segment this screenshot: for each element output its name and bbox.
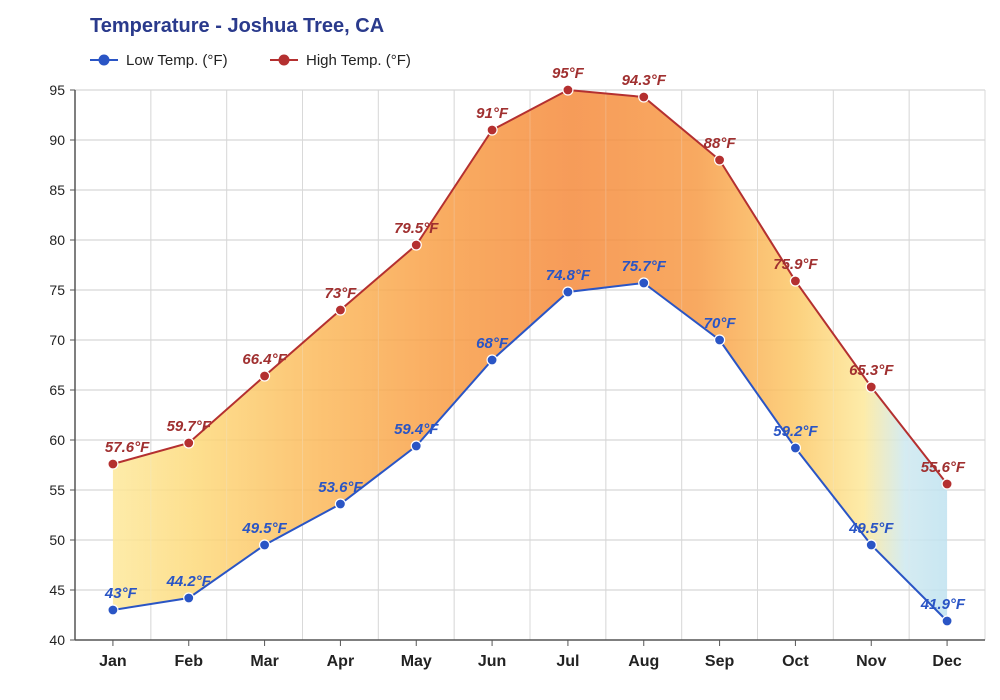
high-value-label: 75.9°F [773, 256, 818, 273]
low-marker [184, 593, 194, 603]
high-marker [866, 382, 876, 392]
x-tick-label: Sep [705, 653, 735, 670]
low-marker [715, 335, 725, 345]
legend-label-low: Low Temp. (°F) [126, 52, 228, 69]
high-value-label: 73°F [324, 285, 357, 302]
low-marker [487, 355, 497, 365]
y-tick-label: 40 [49, 632, 65, 648]
y-tick-label: 90 [49, 132, 65, 148]
y-tick-label: 65 [49, 382, 65, 398]
high-marker [563, 85, 573, 95]
x-tick-label: May [401, 653, 432, 670]
low-marker [108, 605, 118, 615]
high-marker [335, 305, 345, 315]
high-value-label: 57.6°F [105, 439, 150, 456]
y-tick-label: 85 [49, 182, 65, 198]
y-tick-label: 55 [49, 482, 65, 498]
low-marker [260, 540, 270, 550]
low-marker [411, 441, 421, 451]
x-tick-label: Oct [782, 653, 809, 670]
high-value-label: 79.5°F [394, 220, 439, 237]
low-value-label: 41.9°F [920, 596, 966, 613]
low-value-label: 74.8°F [546, 267, 591, 284]
chart-title: Temperature - Joshua Tree, CA [90, 15, 384, 37]
high-marker [639, 92, 649, 102]
low-value-label: 53.6°F [318, 479, 363, 496]
low-value-label: 70°F [704, 315, 737, 332]
low-marker [942, 616, 952, 626]
x-tick-label: Aug [628, 653, 659, 670]
y-tick-label: 80 [49, 232, 65, 248]
high-value-label: 59.7°F [167, 418, 212, 435]
y-tick-label: 45 [49, 582, 65, 598]
high-value-label: 91°F [476, 105, 509, 122]
high-value-label: 94.3°F [622, 72, 667, 89]
low-value-label: 75.7°F [622, 258, 667, 275]
high-marker [790, 276, 800, 286]
low-marker [563, 287, 573, 297]
low-value-label: 68°F [476, 335, 509, 352]
high-value-label: 66.4°F [242, 351, 287, 368]
low-value-label: 49.5°F [848, 520, 894, 537]
legend-marker-high [279, 55, 289, 65]
low-value-label: 44.2°F [166, 573, 212, 590]
x-tick-label: Jan [99, 653, 127, 670]
y-tick-label: 70 [49, 332, 65, 348]
temperature-chart: Temperature - Joshua Tree, CA Low Temp. (… [0, 0, 1000, 700]
high-marker [715, 155, 725, 165]
low-value-label: 59.4°F [394, 421, 439, 438]
high-value-label: 88°F [704, 135, 737, 152]
x-tick-label: Jun [478, 653, 506, 670]
y-tick-label: 60 [49, 432, 65, 448]
x-tick-label: Mar [250, 653, 278, 670]
y-tick-label: 50 [49, 532, 65, 548]
legend-marker-low [99, 55, 109, 65]
low-marker [866, 540, 876, 550]
high-marker [942, 479, 952, 489]
y-tick-label: 75 [49, 282, 65, 298]
high-value-label: 95°F [552, 65, 585, 82]
high-marker [487, 125, 497, 135]
low-marker [335, 499, 345, 509]
x-tick-label: Nov [856, 653, 886, 670]
x-tick-label: Dec [932, 653, 961, 670]
high-marker [260, 371, 270, 381]
low-value-label: 49.5°F [241, 520, 287, 537]
y-tick-label: 95 [49, 82, 65, 98]
low-value-label: 59.2°F [773, 423, 818, 440]
low-marker [790, 443, 800, 453]
x-tick-label: Feb [175, 653, 204, 670]
low-marker [639, 278, 649, 288]
x-tick-label: Apr [327, 653, 355, 670]
high-marker [184, 438, 194, 448]
high-marker [108, 459, 118, 469]
low-value-label: 43°F [104, 585, 138, 602]
high-value-label: 55.6°F [921, 459, 966, 476]
high-marker [411, 240, 421, 250]
high-value-label: 65.3°F [849, 362, 894, 379]
legend-label-high: High Temp. (°F) [306, 52, 411, 69]
x-tick-label: Jul [556, 653, 579, 670]
